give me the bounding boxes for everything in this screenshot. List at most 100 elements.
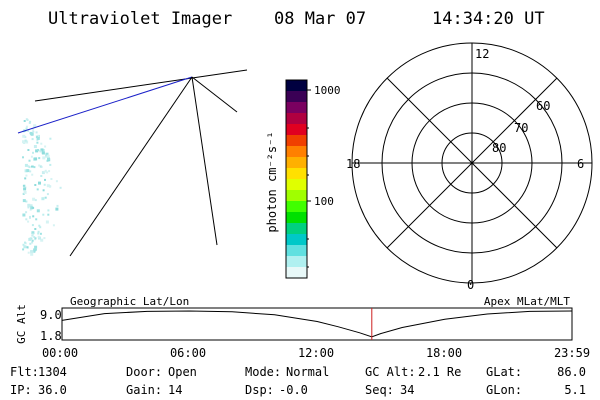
status-glon-label: GLon:	[486, 383, 522, 397]
emission-pixel	[23, 120, 26, 122]
colorbar-swatch	[286, 168, 307, 180]
emission-pixel	[25, 127, 28, 130]
status-seq-value: 34	[400, 383, 414, 397]
geo-grid-line	[191, 76, 218, 246]
emission-pixel	[44, 178, 46, 181]
emission-pixel	[31, 231, 35, 235]
status-door-label: Door:	[126, 365, 162, 379]
emission-pixel	[30, 237, 33, 240]
emission-pixel	[40, 238, 44, 242]
emission-pixel	[31, 138, 34, 141]
colorbar-swatch	[286, 135, 307, 147]
colorbar-swatch	[286, 146, 307, 158]
emission-pixel	[37, 235, 40, 238]
emission-pixel	[45, 152, 49, 156]
emission-pixel	[35, 218, 38, 221]
status-gcalt-value: 2.1 Re	[418, 365, 461, 379]
emission-pixel	[42, 189, 45, 192]
emission-pixel	[30, 131, 33, 135]
colorbar-swatch	[286, 245, 307, 257]
status-gain-label: Gain:	[126, 383, 162, 397]
timeline-ylabel: GC Alt	[15, 304, 28, 344]
emission-pixel	[25, 140, 29, 144]
emission-pixel	[25, 174, 28, 177]
timeline-frame	[61, 307, 573, 341]
emission-pixel	[22, 248, 25, 251]
colorbar-swatch	[286, 267, 307, 279]
emission-pixel	[29, 215, 31, 218]
status-ip-value: 36.0	[38, 383, 67, 397]
emission-pixel	[36, 136, 40, 140]
colorbar-swatch	[286, 91, 307, 103]
mlat-label-70: 70	[514, 121, 528, 135]
emission-pixel	[38, 157, 41, 160]
emission-pixel	[39, 232, 42, 235]
emission-pixel	[42, 156, 46, 160]
emission-pixel	[27, 149, 30, 151]
emission-pixel	[33, 166, 36, 169]
polar-plot: 12 18 6 0 60 70 80	[346, 42, 593, 292]
emission-pixel	[32, 206, 35, 209]
emission-pixel	[32, 197, 36, 201]
emission-pixel	[33, 124, 37, 128]
emission-pixel	[41, 197, 45, 201]
emission-pixel	[25, 211, 28, 214]
time-label: 14:34:20 UT	[432, 9, 545, 29]
emission-pixel	[32, 215, 35, 218]
emission-pixel	[44, 196, 47, 199]
emission-pixel	[40, 175, 43, 177]
emission-pixel	[47, 213, 50, 216]
emission-pixel	[59, 186, 62, 189]
emission-pixel	[27, 165, 30, 168]
terminator-line	[17, 76, 193, 134]
emission-pixel	[24, 163, 28, 167]
emission-pixel	[41, 171, 45, 175]
emission-pixel	[29, 120, 32, 123]
colorbar-swatch	[286, 124, 307, 136]
emission-pixel	[34, 245, 38, 249]
colorbar-swatch	[286, 102, 307, 114]
geographic-label: Geographic Lat/Lon	[70, 295, 189, 308]
emission-pixel	[22, 156, 24, 159]
emission-pixel	[29, 170, 32, 173]
emission-pixel	[22, 134, 26, 138]
emission-pixel	[37, 149, 39, 151]
colorbar-tick-label: 100	[314, 195, 334, 208]
ytick-label-top: 9.0	[40, 308, 62, 322]
emission-pixel	[27, 220, 30, 223]
emission-pixel	[31, 224, 34, 227]
emission-pixel	[40, 142, 43, 145]
emission-pixel	[34, 157, 38, 161]
colorbar-swatch	[286, 157, 307, 169]
emission-pixel	[41, 151, 45, 155]
emission-pixel	[22, 213, 26, 217]
emission-pixel	[40, 165, 43, 168]
mlt-label-06: 6	[577, 157, 584, 171]
emission-pixel	[43, 237, 46, 240]
emission-pixel	[49, 163, 52, 166]
emission-pixel	[33, 236, 36, 238]
emission-pixel	[38, 181, 41, 185]
emission-pixel	[32, 130, 35, 133]
colorbar-tick-label: 1000	[314, 84, 341, 97]
orbit-timeline: Geographic Lat/Lon Apex MLat/MLT 9.0 1.8…	[15, 295, 590, 360]
emission-pixel	[28, 237, 32, 241]
gc-alt-series-line	[61, 310, 573, 338]
emission-pixel	[29, 208, 32, 211]
emission-pixel	[28, 121, 31, 124]
emission-pixel	[46, 193, 49, 196]
emission-pixel	[47, 209, 50, 212]
emission-pixel	[30, 206, 34, 210]
emission-pixel	[31, 241, 34, 244]
emission-pixel	[24, 177, 27, 180]
emission-pixel	[32, 151, 34, 154]
emission-pixel	[26, 246, 29, 249]
emission-pixel	[38, 236, 41, 240]
emission-pixel	[27, 206, 30, 209]
xtick-label: 00:00	[42, 346, 78, 360]
emission-pixel	[55, 207, 59, 211]
emission-pixel	[25, 125, 28, 128]
emission-pixel	[34, 237, 37, 240]
colorbar-swatch	[286, 234, 307, 246]
polar-diagonal	[386, 77, 558, 249]
